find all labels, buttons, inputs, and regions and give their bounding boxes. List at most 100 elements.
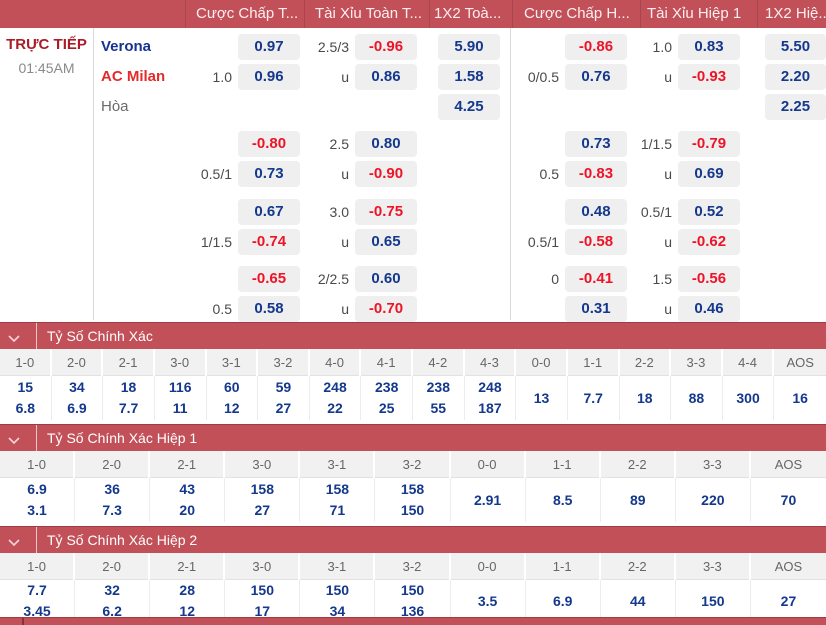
score-odds[interactable]: 248	[478, 379, 502, 395]
score-odds[interactable]: 6.2	[102, 603, 122, 619]
odds-box[interactable]: -0.65	[238, 266, 300, 292]
odds-box[interactable]: 0.83	[678, 34, 740, 60]
odds-box[interactable]: 4.25	[438, 94, 500, 120]
odds-box[interactable]: -0.74	[238, 229, 300, 255]
odds-box[interactable]: 0.58	[238, 296, 300, 322]
odds-box[interactable]: 5.90	[438, 34, 500, 60]
score-odds[interactable]: 3.5	[477, 592, 498, 609]
score-odds[interactable]: 158	[325, 481, 350, 497]
score-odds[interactable]: 16	[792, 389, 808, 406]
score-odds[interactable]: 17	[254, 603, 271, 619]
odds-box[interactable]: 0.60	[355, 266, 417, 292]
score-odds[interactable]: 3.1	[27, 502, 47, 518]
score-odds[interactable]: 248	[323, 379, 347, 395]
odds-box[interactable]: 0.73	[565, 131, 627, 157]
score-odds[interactable]: 18	[637, 389, 653, 406]
score-odds[interactable]: 18	[120, 379, 137, 395]
odds-box[interactable]: 0.67	[238, 199, 300, 225]
odds-box[interactable]: 2.20	[765, 64, 826, 90]
score-odds[interactable]: 28	[179, 582, 195, 598]
odds-box[interactable]: 0.69	[678, 161, 740, 187]
score-odds[interactable]: 150	[701, 592, 725, 609]
score-odds[interactable]: 43	[179, 481, 195, 497]
score-odds[interactable]: 158	[250, 481, 274, 497]
odds-box[interactable]: -0.83	[565, 161, 627, 187]
score-odds[interactable]: 116	[168, 379, 192, 395]
odds-box[interactable]: 5.50	[765, 34, 826, 60]
odds-box[interactable]: 0.96	[238, 64, 300, 90]
score-odds[interactable]: 158	[400, 481, 425, 497]
score-odds[interactable]: 70	[780, 491, 797, 508]
score-odds[interactable]: 300	[736, 389, 760, 406]
odds-box[interactable]: -0.96	[355, 34, 417, 60]
score-odds[interactable]: 55	[430, 400, 447, 416]
odds-box[interactable]: -0.86	[565, 34, 627, 60]
chevron-down-icon[interactable]	[8, 330, 28, 344]
score-odds[interactable]: 7.7	[583, 389, 603, 406]
score-odds[interactable]: 27	[275, 400, 292, 416]
score-odds[interactable]: 11	[172, 400, 188, 416]
odds-box[interactable]: -0.56	[678, 266, 740, 292]
score-odds[interactable]: 88	[688, 389, 705, 406]
score-odds[interactable]: 15	[17, 379, 34, 395]
score-odds[interactable]: 150	[250, 582, 274, 598]
score-odds[interactable]: 8.5	[552, 491, 573, 508]
score-odds[interactable]: 238	[375, 379, 399, 395]
score-odds[interactable]: 6.9	[552, 592, 573, 609]
score-odds[interactable]: 59	[275, 379, 292, 395]
odds-box[interactable]: 0.73	[238, 161, 300, 187]
odds-box[interactable]: 2.25	[765, 94, 826, 120]
score-odds[interactable]: 89	[629, 491, 646, 508]
score-odds[interactable]: 6.8	[15, 400, 36, 416]
chevron-down-icon[interactable]	[8, 432, 28, 446]
score-odds[interactable]: 187	[478, 400, 502, 416]
chevron-down-icon[interactable]	[8, 534, 28, 548]
score-odds[interactable]: 34	[329, 603, 346, 619]
odds-box[interactable]: 0.76	[565, 64, 627, 90]
odds-box[interactable]: 0.80	[355, 131, 417, 157]
odds-box[interactable]: 0.48	[565, 199, 627, 225]
odds-box[interactable]: -0.75	[355, 199, 417, 225]
odds-box[interactable]: 0.86	[355, 64, 417, 90]
odds-box[interactable]: -0.70	[355, 296, 417, 322]
score-odds[interactable]: 44	[629, 592, 646, 609]
score-odds[interactable]: 220	[701, 491, 725, 508]
score-odds[interactable]: 60	[224, 379, 240, 395]
score-odds[interactable]: 71	[329, 502, 346, 518]
score-odds[interactable]: 36	[104, 481, 120, 497]
score-odds[interactable]: 22	[327, 400, 343, 416]
score-odds[interactable]: 6.9	[27, 481, 47, 497]
odds-box[interactable]: 0.65	[355, 229, 417, 255]
odds-box[interactable]: 0.97	[238, 34, 300, 60]
score-odds[interactable]: 7.3	[102, 502, 122, 518]
score-odds[interactable]: 6.9	[67, 400, 87, 416]
odds-box[interactable]: -0.90	[355, 161, 417, 187]
odds-box[interactable]: -0.93	[678, 64, 740, 90]
score-odds[interactable]: 3.45	[23, 603, 51, 619]
score-odds[interactable]: 12	[224, 400, 240, 416]
odds-box[interactable]: -0.41	[565, 266, 627, 292]
odds-box[interactable]: -0.80	[238, 131, 300, 157]
odds-box[interactable]: -0.62	[678, 229, 740, 255]
odds-box[interactable]: 0.31	[565, 296, 627, 322]
score-odds[interactable]: 25	[378, 400, 395, 416]
odds-box[interactable]: 0.46	[678, 296, 740, 322]
odds-box[interactable]: 0.52	[678, 199, 740, 225]
odds-box[interactable]: 1.58	[438, 64, 500, 90]
score-odds[interactable]: 150	[400, 502, 425, 518]
score-odds[interactable]: 32	[104, 582, 120, 598]
score-odds[interactable]: 20	[179, 502, 195, 518]
odds-box[interactable]: -0.79	[678, 131, 740, 157]
score-odds[interactable]: 2.91	[473, 491, 502, 508]
score-odds[interactable]: 7.7	[27, 582, 47, 598]
score-odds[interactable]: 34	[69, 379, 85, 395]
score-odds[interactable]: 27	[780, 592, 797, 609]
score-odds[interactable]: 13	[533, 389, 550, 406]
score-odds[interactable]: 12	[179, 603, 195, 619]
score-odds[interactable]: 136	[400, 603, 425, 619]
score-odds[interactable]: 150	[325, 582, 350, 598]
score-odds[interactable]: 150	[400, 582, 425, 598]
odds-box[interactable]: -0.58	[565, 229, 627, 255]
score-odds[interactable]: 7.7	[118, 400, 139, 416]
score-odds[interactable]: 27	[254, 502, 271, 518]
